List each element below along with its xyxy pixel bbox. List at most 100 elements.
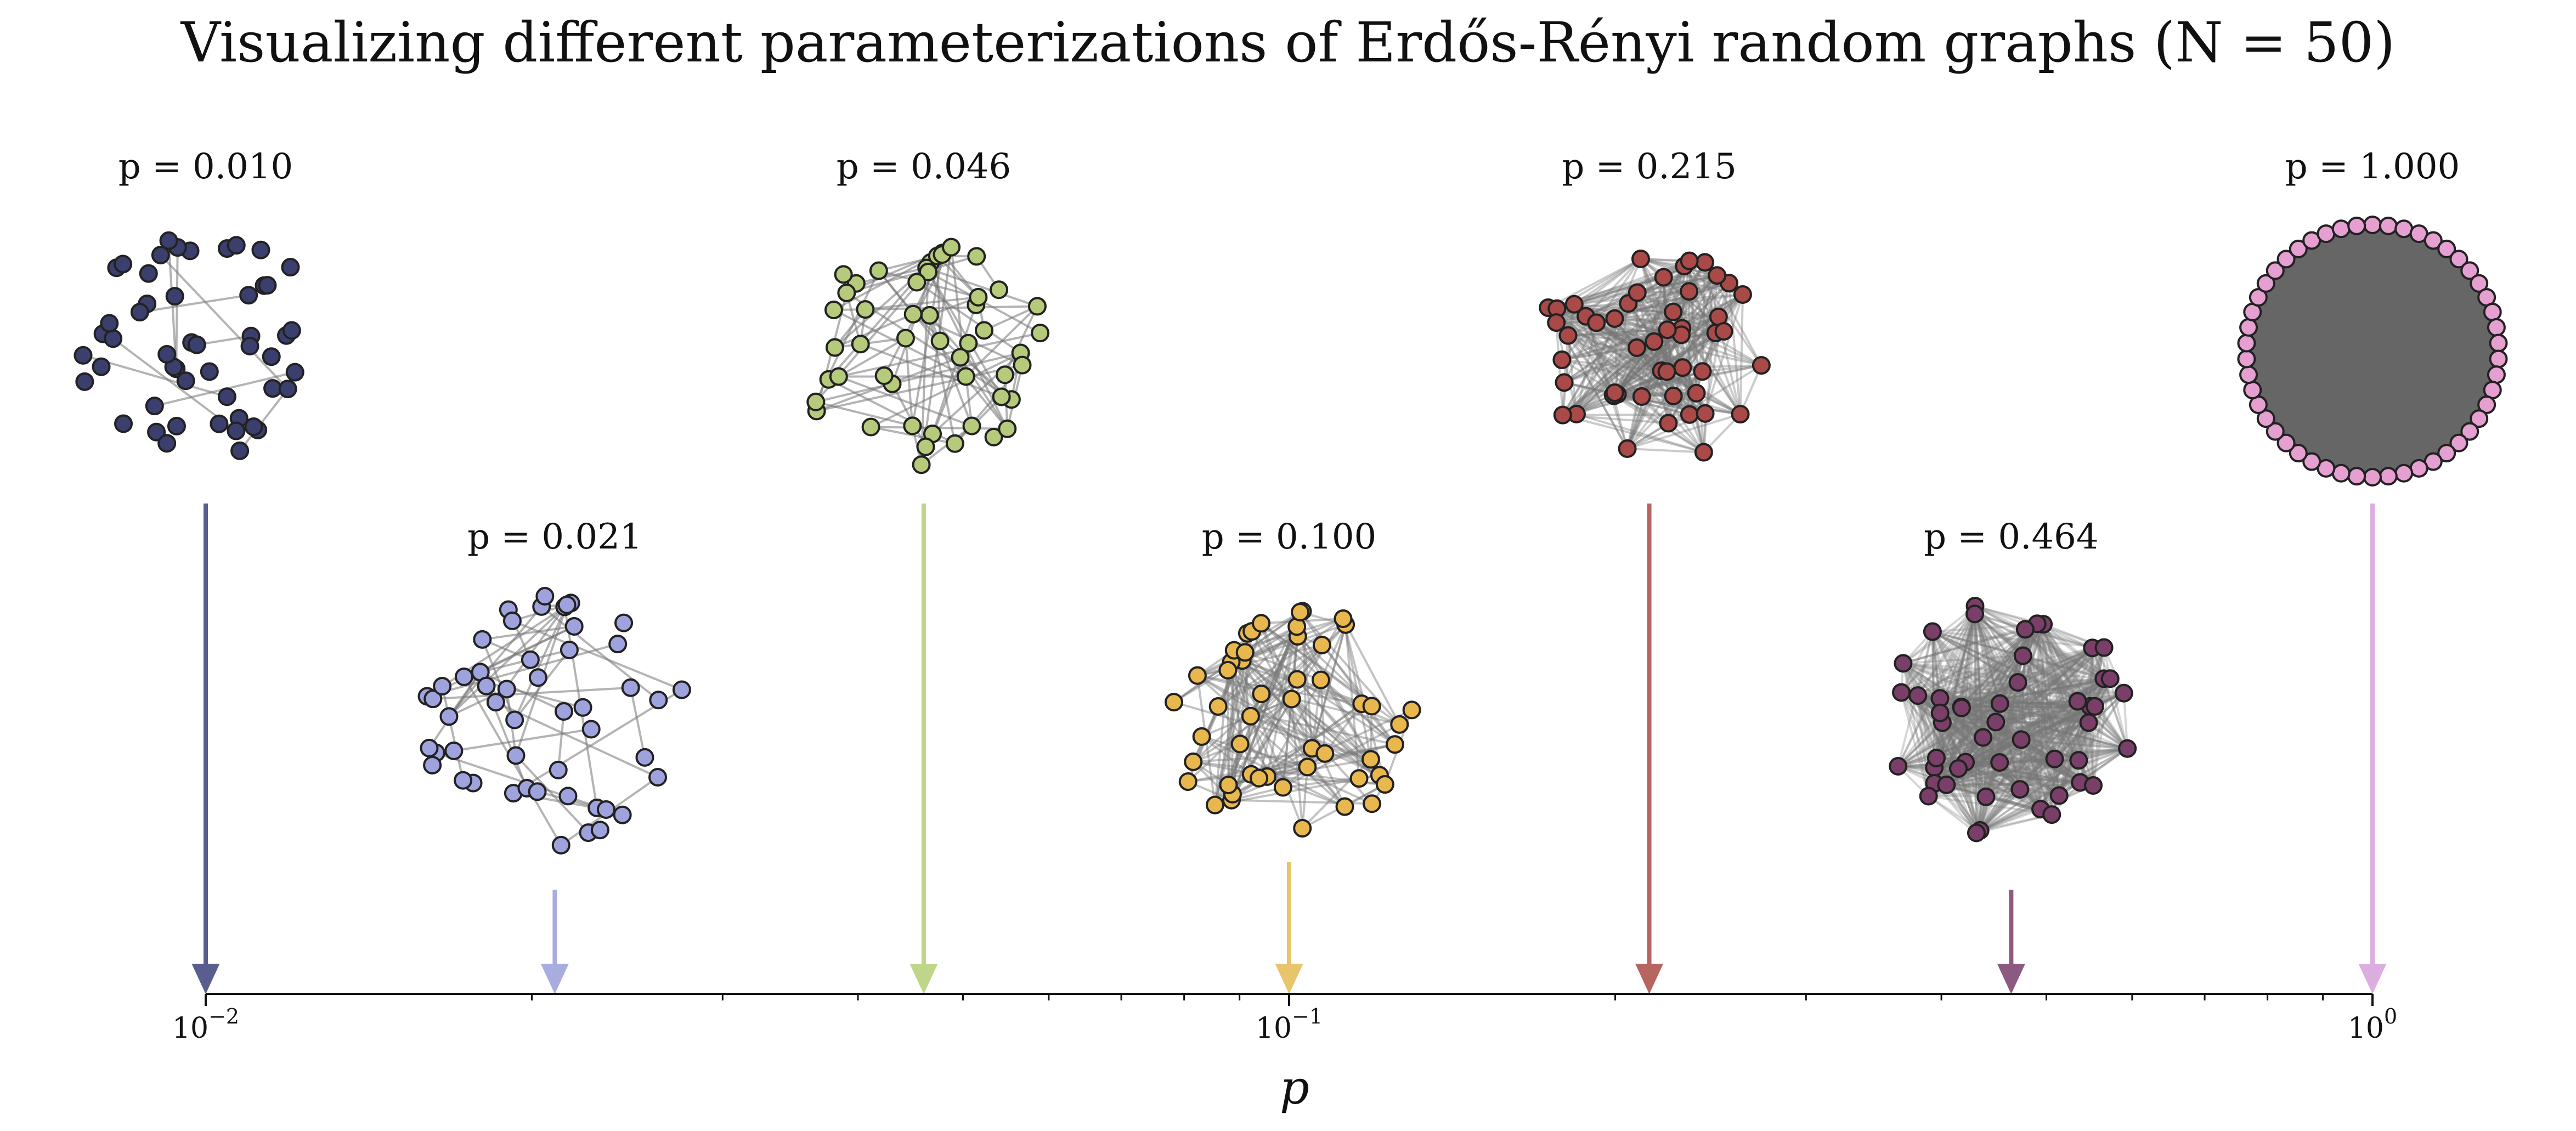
graph-edge — [1927, 629, 2026, 797]
graph-edge — [1999, 700, 2078, 705]
graph-edge — [1575, 260, 1691, 415]
graph-edge — [1626, 413, 1741, 450]
graph-edge — [1282, 723, 1400, 789]
graph-edge — [1957, 768, 1981, 831]
graph-p-0.021 — [417, 587, 691, 855]
graph-edge — [1998, 703, 2042, 810]
graph-edge — [1897, 703, 2001, 767]
graph-node — [1695, 253, 1714, 272]
graph-node — [564, 617, 584, 636]
graph-node — [825, 338, 844, 357]
graph-edge — [1702, 275, 1719, 453]
graph-node — [573, 698, 592, 717]
graph-node — [521, 650, 540, 669]
graph-node — [554, 702, 573, 721]
graph-edge — [1939, 711, 2081, 784]
graph-node — [2114, 683, 2133, 703]
graph-edge — [2016, 682, 2023, 740]
graph-node — [1693, 362, 1712, 381]
graph-edge — [1946, 747, 2128, 786]
graph-edge — [1567, 290, 1690, 337]
graph-node — [834, 265, 853, 284]
graph-edge — [2024, 629, 2096, 708]
graph-edge — [1964, 606, 1976, 762]
graph-edge — [1961, 623, 2044, 708]
graph-edge — [1897, 765, 2052, 816]
graph-edge — [1201, 736, 1252, 776]
graph-node — [1273, 778, 1292, 797]
graph-node — [1312, 636, 1331, 655]
graph-edge — [1934, 766, 1987, 798]
graph-node — [967, 247, 986, 266]
graph-edge — [1612, 327, 1683, 396]
graph-nodes — [1539, 250, 1771, 462]
graph-edge — [427, 643, 618, 698]
graph-edge — [1617, 370, 1703, 395]
graph-edge — [1897, 722, 1944, 767]
graph-edge — [2021, 655, 2056, 760]
graph-edge — [1932, 630, 2104, 649]
graph-edge — [1585, 315, 1629, 449]
graph-node — [1219, 776, 1238, 795]
graph-nodes — [1165, 602, 1421, 838]
arrow-p-0.010 — [191, 504, 220, 994]
graph-edge — [1230, 661, 1386, 785]
graph-edge — [2040, 624, 2045, 810]
graph-node — [217, 387, 236, 406]
graph-edge — [1902, 663, 1937, 759]
graph-edge — [1902, 662, 2089, 724]
graph-edge — [1217, 618, 1344, 708]
graph-edge — [1942, 705, 2095, 724]
graph-edge — [1244, 651, 1381, 776]
graph-edge — [878, 269, 979, 298]
graph-edge — [1898, 757, 2055, 767]
graph-node — [210, 414, 229, 433]
graph-edge — [1239, 698, 1293, 745]
graph-node — [1696, 404, 1715, 423]
graph-edge — [1917, 631, 1934, 696]
graph-edge — [1936, 738, 2022, 759]
graph-node — [477, 676, 496, 695]
graph-node — [2239, 365, 2258, 384]
graph-edge — [1556, 308, 1662, 372]
graph-node — [1990, 694, 2009, 713]
graph-edge — [1957, 647, 2093, 770]
graph-edge — [1934, 747, 2128, 784]
graph-node — [969, 287, 988, 307]
graph-edge — [1974, 606, 1987, 797]
graph-node — [145, 397, 164, 416]
arrow-p-0.215 — [1635, 504, 1664, 994]
graph-edge — [2019, 705, 2091, 790]
graph-node — [903, 416, 922, 436]
graph-node — [1628, 283, 1647, 302]
graph-edge — [1942, 721, 2094, 787]
graph-edge — [433, 686, 631, 700]
graph-edge — [1230, 698, 1293, 801]
graph-node — [157, 434, 177, 453]
graph-edge — [1960, 606, 1976, 708]
graph-node — [2331, 219, 2351, 239]
graph-edge — [426, 625, 575, 698]
graph-edge — [1902, 663, 1959, 770]
graph-node — [1208, 697, 1228, 716]
graph-node — [1627, 338, 1646, 357]
graph-node — [200, 362, 219, 381]
graph-edge — [1917, 623, 2038, 697]
graph-edge — [1935, 623, 2038, 759]
graph-edge — [1982, 736, 2081, 784]
graph-edge — [1227, 669, 1346, 807]
graph-edge — [1995, 692, 2125, 723]
graph-node — [2256, 274, 2275, 293]
graph-edge — [1739, 294, 1744, 415]
graph-node — [1298, 757, 1317, 777]
graph-edge — [1641, 316, 1720, 398]
graph-edge — [1939, 697, 2128, 750]
graph-node — [1664, 386, 1683, 405]
graph-p-0.464 — [1889, 597, 2137, 842]
graph-edge — [1556, 321, 1654, 343]
graph-edge — [2036, 623, 2111, 680]
graph-edge — [1585, 315, 1705, 453]
graph-edge — [1567, 335, 1578, 415]
graph-edge — [1974, 613, 2091, 708]
graph-edge — [1939, 623, 2038, 714]
